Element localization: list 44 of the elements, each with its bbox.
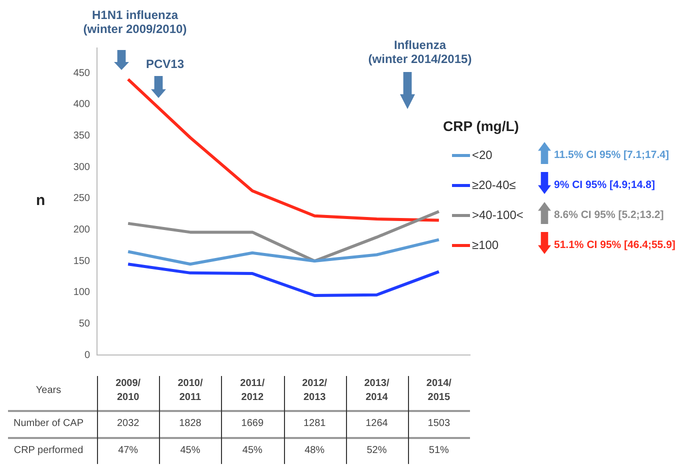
y-tick-label: 400: [73, 99, 90, 110]
legend-label: ≥100: [472, 238, 499, 252]
y-tick-label: 250: [73, 193, 90, 204]
annotation: PCV13: [144, 57, 186, 71]
text: 51%: [428, 444, 450, 458]
y-tick-label: 50: [78, 318, 90, 330]
text: 45%: [241, 444, 264, 458]
x-axis-title: Years: [34, 384, 62, 398]
text: 48%: [304, 444, 326, 458]
y-tick-label: 300: [73, 162, 90, 173]
x-tick-label: 2009/2010: [114, 377, 142, 405]
x-tick-label: 2010/2011: [176, 377, 204, 405]
text: 1828: [178, 416, 202, 430]
y-axis-title: n: [36, 192, 46, 208]
text: 52%: [366, 444, 388, 458]
x-tick-label: 2014/2015: [425, 377, 452, 405]
text: 45%: [179, 444, 202, 458]
text: 1503: [426, 416, 452, 430]
text: 11.5% CI 95% [7.1;17.4]: [554, 149, 669, 161]
text: H1N1 influenza (winter 2009/2010): [82, 8, 188, 36]
text: Number of CAP: [12, 416, 85, 430]
y-tick-label: 150: [73, 256, 90, 267]
annotation: Influenza (winter 2014/2015): [367, 38, 473, 66]
y-tick-label: 100: [73, 287, 90, 298]
legend-label: ≥20-40≤: [472, 178, 516, 192]
x-tick-label: 2011/2012: [239, 377, 266, 405]
legend-label: >40-100<: [472, 208, 524, 222]
y-tick-label: 450: [73, 68, 90, 79]
y-tick-label: 0: [84, 350, 90, 361]
text: 1669: [240, 416, 265, 430]
legend-title: CRP (mg/L): [443, 118, 519, 134]
x-tick-label: 2013/2014: [363, 377, 390, 405]
text: 9% CI 95% [4.9;14.8]: [554, 179, 655, 191]
text: 8.6% CI 95% [5.2;13.2]: [554, 209, 664, 221]
text: 47%: [117, 444, 140, 458]
text: 1281: [302, 416, 327, 430]
text: 51.1% CI 95% [46.4;55.9]: [554, 239, 676, 251]
text: CRP performed: [12, 444, 84, 458]
y-tick-label: 200: [73, 224, 90, 236]
text: 2032: [116, 416, 140, 430]
legend-label: <20: [472, 148, 492, 162]
x-tick-label: 2012/2013: [301, 377, 328, 405]
text: 1264: [364, 416, 389, 430]
y-tick-label: 350: [73, 130, 90, 142]
